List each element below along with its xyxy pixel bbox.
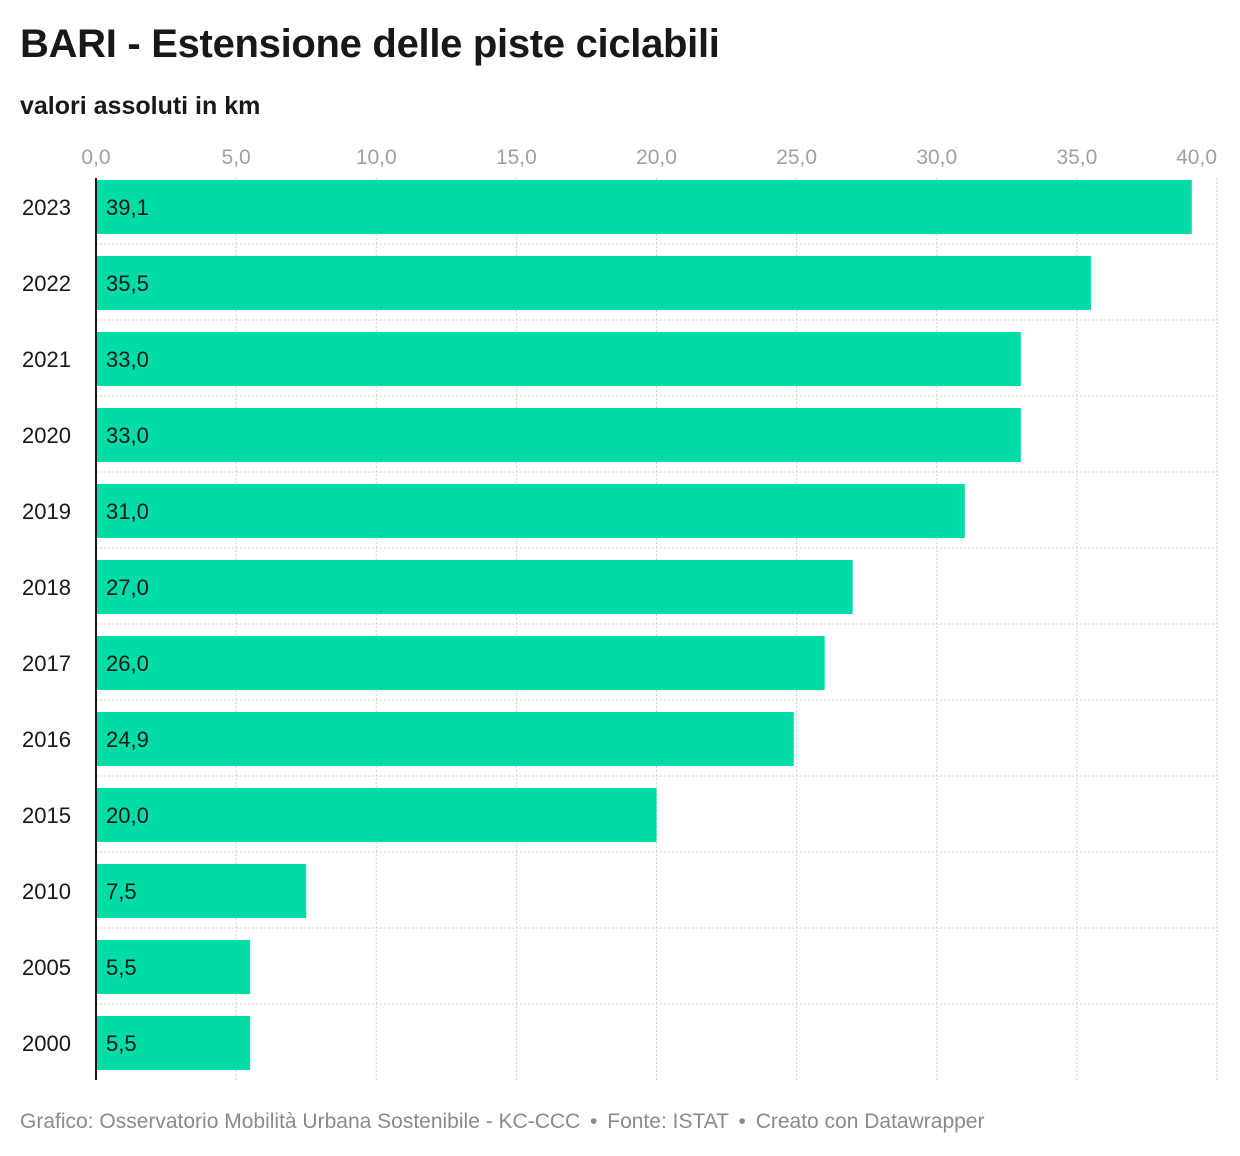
- bar: [96, 712, 794, 766]
- chart-subtitle: valori assoluti in km: [20, 92, 261, 120]
- category-label: 2023: [22, 195, 71, 220]
- x-tick-label: 5,0: [222, 146, 251, 169]
- x-tick-label: 10,0: [356, 146, 397, 169]
- footer-tool: Creato con Datawrapper: [755, 1110, 985, 1133]
- bar: [96, 560, 853, 614]
- chart-title: BARI - Estensione delle piste ciclabili: [20, 22, 720, 66]
- value-label: 35,5: [106, 271, 149, 296]
- bar: [96, 864, 307, 918]
- category-label: 2022: [22, 271, 71, 296]
- bar: [96, 408, 1021, 462]
- value-labels: 39,1 35,5 33,0 33,0 31,0 27,0 26,0 24,9 20,0 7,5 5…: [106, 195, 149, 1056]
- category-label: 2019: [22, 499, 71, 524]
- x-tick-label: 40,0: [1176, 146, 1217, 169]
- bar: [96, 180, 1192, 234]
- category-label: 2020: [22, 423, 71, 448]
- footer-separator: •: [590, 1110, 598, 1133]
- x-tick-label: 35,0: [1056, 146, 1097, 169]
- bar: [96, 256, 1091, 310]
- value-label: 39,1: [106, 195, 149, 220]
- category-label: 2015: [22, 803, 71, 828]
- category-label: 2010: [22, 879, 71, 904]
- footer-credit: Grafico: Osservatorio Mobilità Urbana So…: [20, 1110, 581, 1133]
- value-label: 27,0: [106, 575, 149, 600]
- x-axis-ticks: 0,0 5,0 10,0 15,0 20,0 25,0 30,0 35,0 40,0: [81, 146, 1217, 169]
- bars: [96, 180, 1192, 1070]
- grid-lines: [96, 178, 1218, 1080]
- category-label: 2005: [22, 955, 71, 980]
- value-label: 24,9: [106, 727, 149, 752]
- bar: [96, 636, 825, 690]
- value-label: 7,5: [106, 879, 137, 904]
- bar: [96, 788, 657, 842]
- y-axis-categories: 2023 2022 2021 2020 2019 2018 2017 2016 2015 2010…: [22, 195, 71, 1056]
- value-label: 26,0: [106, 651, 149, 676]
- x-tick-label: 0,0: [81, 146, 110, 169]
- bar: [96, 940, 251, 994]
- bar: [96, 484, 965, 538]
- footer-source: Fonte: ISTAT: [607, 1110, 729, 1133]
- category-label: 2018: [22, 575, 71, 600]
- x-tick-label: 15,0: [496, 146, 537, 169]
- footer: Grafico: Osservatorio Mobilità Urbana So…: [20, 1110, 984, 1134]
- bar: [96, 1016, 251, 1070]
- bar: [96, 332, 1021, 386]
- value-label: 5,5: [106, 1031, 137, 1056]
- footer-separator: •: [738, 1110, 746, 1133]
- value-label: 20,0: [106, 803, 149, 828]
- category-label: 2021: [22, 347, 71, 372]
- category-label: 2016: [22, 727, 71, 752]
- bar-chart: 0,0 5,0 10,0 15,0 20,0 25,0 30,0 35,0 40,0 20232…: [22, 146, 1218, 1080]
- value-label: 33,0: [106, 423, 149, 448]
- x-tick-label: 20,0: [636, 146, 677, 169]
- category-label: 2000: [22, 1031, 71, 1056]
- category-label: 2017: [22, 651, 71, 676]
- value-label: 5,5: [106, 955, 137, 980]
- value-label: 31,0: [106, 499, 149, 524]
- x-tick-label: 30,0: [916, 146, 957, 169]
- x-tick-label: 25,0: [776, 146, 817, 169]
- value-label: 33,0: [106, 347, 149, 372]
